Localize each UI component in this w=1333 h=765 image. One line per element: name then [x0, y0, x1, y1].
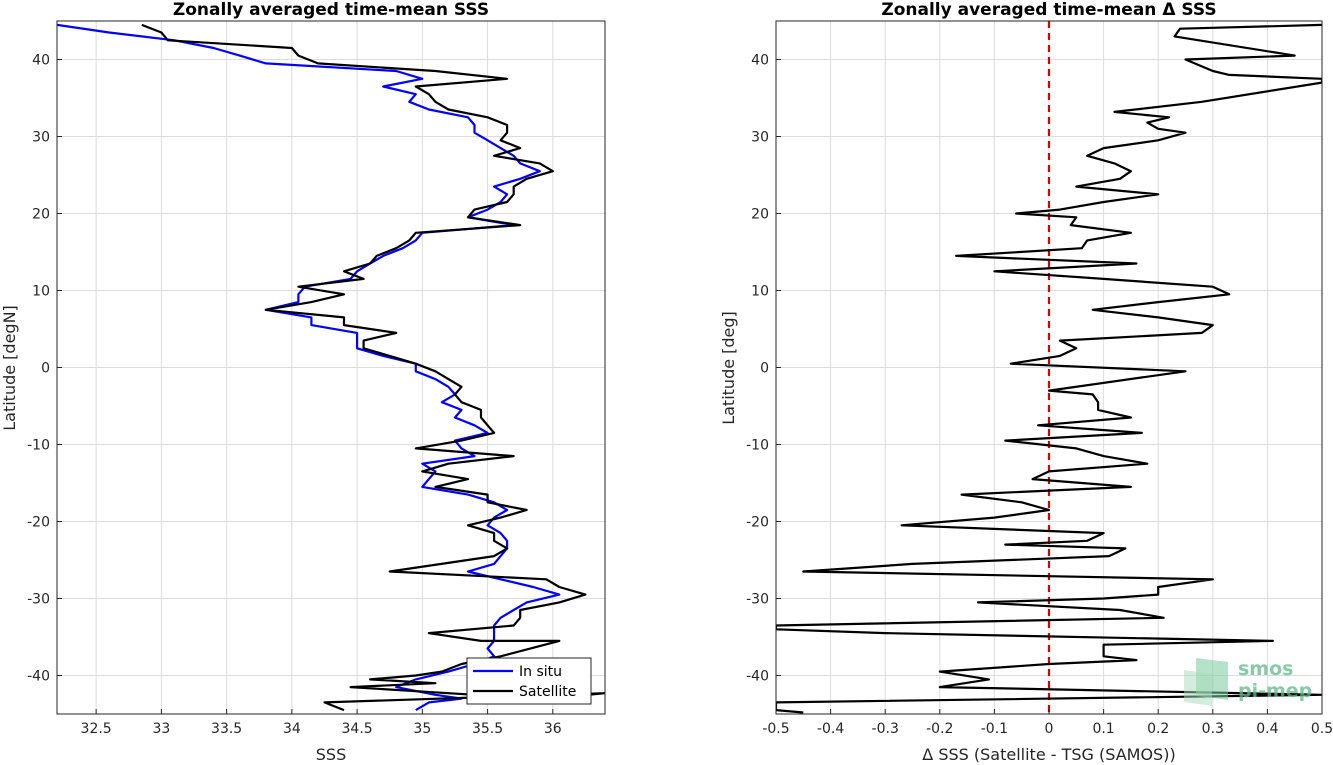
left-series-satellite — [141, 23, 605, 712]
right-series-delta-sss — [776, 23, 1322, 714]
left-series-in-situ — [57, 23, 561, 712]
left-x-tick-label: 36 — [544, 721, 562, 737]
left-x-tick-label: 34 — [283, 721, 301, 737]
left-grid — [57, 21, 605, 714]
right-x-tick-label: 0.1 — [1092, 721, 1114, 737]
right-x-tick-label: 0.5 — [1311, 721, 1333, 737]
left-y-tick-label: 30 — [32, 130, 50, 146]
legend: In situ Satellite — [466, 657, 592, 705]
right-y-tick-label: -20 — [746, 515, 769, 531]
logo-mark-shadow-icon — [1184, 670, 1212, 706]
right-y-tick-label: -10 — [746, 438, 769, 454]
left-y-tick-label: 40 — [32, 53, 50, 69]
left-series — [57, 23, 605, 712]
right-x-tick-label: -0.4 — [817, 721, 844, 737]
right-x-tick-label: 0.4 — [1256, 721, 1278, 737]
right-y-tick-label: 0 — [760, 361, 769, 377]
right-y-tick-label: -40 — [746, 669, 769, 685]
left-y-tick-label: -10 — [27, 438, 50, 454]
left-chart-title: Zonally averaged time-mean SSS — [173, 0, 489, 20]
right-chart: -0.5 -0.4 -0.3 -0.2 -0.1 0 0.1 0.2 0.3 0.4 0.5 -40 -… — [719, 0, 1333, 764]
legend-box — [466, 657, 592, 705]
right-y-tick-label: 10 — [751, 284, 769, 300]
right-x-tick-label: 0.3 — [1202, 721, 1224, 737]
right-x-tick-label: -0.1 — [981, 721, 1008, 737]
right-y-tick-label: -30 — [746, 592, 769, 608]
right-x-tick-label: 0 — [1045, 721, 1054, 737]
right-chart-title: Zonally averaged time-mean Δ SSS — [881, 0, 1216, 20]
right-x-axis-label: Δ SSS (Satellite - TSG (SAMOS)) — [922, 745, 1175, 764]
legend-satellite-label: Satellite — [519, 684, 576, 700]
left-y-tick-label: 20 — [32, 207, 50, 223]
right-y-tick-label: 40 — [751, 53, 769, 69]
left-x-tick-label: 33 — [152, 721, 170, 737]
left-y-tick-label: -40 — [27, 669, 50, 685]
left-y-tick-label: 0 — [41, 361, 50, 377]
left-chart: 32.5 33 33.5 34 34.5 35 35.5 36 -40 -30 -20 -10 0 10 2… — [0, 0, 606, 764]
right-series — [776, 23, 1322, 714]
right-x-tick-label: -0.5 — [762, 721, 789, 737]
left-y-tick-label: -20 — [27, 515, 50, 531]
left-x-tick-label: 33.5 — [211, 721, 242, 737]
left-x-tick-label: 35.5 — [472, 721, 503, 737]
logo-text-smos: smos — [1238, 658, 1293, 680]
right-y-tick-label: 30 — [751, 130, 769, 146]
left-x-tick-label: 35 — [413, 721, 431, 737]
right-y-axis-label: Latitude [deg] — [719, 311, 738, 425]
right-x-tick-label: -0.3 — [872, 721, 899, 737]
right-ticks: -0.5 -0.4 -0.3 -0.2 -0.1 0 0.1 0.2 0.3 0.4 0.5 -40 -… — [746, 53, 1333, 738]
left-x-tick-label: 34.5 — [342, 721, 373, 737]
right-x-tick-label: 0.2 — [1147, 721, 1169, 737]
smos-pi-mep-logo: smos pi-mep — [1184, 658, 1312, 706]
logo-text-pi-mep: pi-mep — [1238, 680, 1312, 702]
left-y-tick-label: 10 — [32, 284, 50, 300]
left-ticks: 32.5 33 33.5 34 34.5 35 35.5 36 -40 -30 -20 -10 0 10 2… — [27, 53, 562, 738]
right-y-tick-label: 20 — [751, 207, 769, 223]
left-x-tick-label: 32.5 — [81, 721, 112, 737]
left-y-axis-label: Latitude [degN] — [0, 305, 19, 431]
left-y-tick-label: -30 — [27, 592, 50, 608]
legend-in-situ-label: In situ — [519, 664, 562, 680]
left-x-axis-label: SSS — [316, 745, 346, 764]
right-x-tick-label: -0.2 — [926, 721, 953, 737]
